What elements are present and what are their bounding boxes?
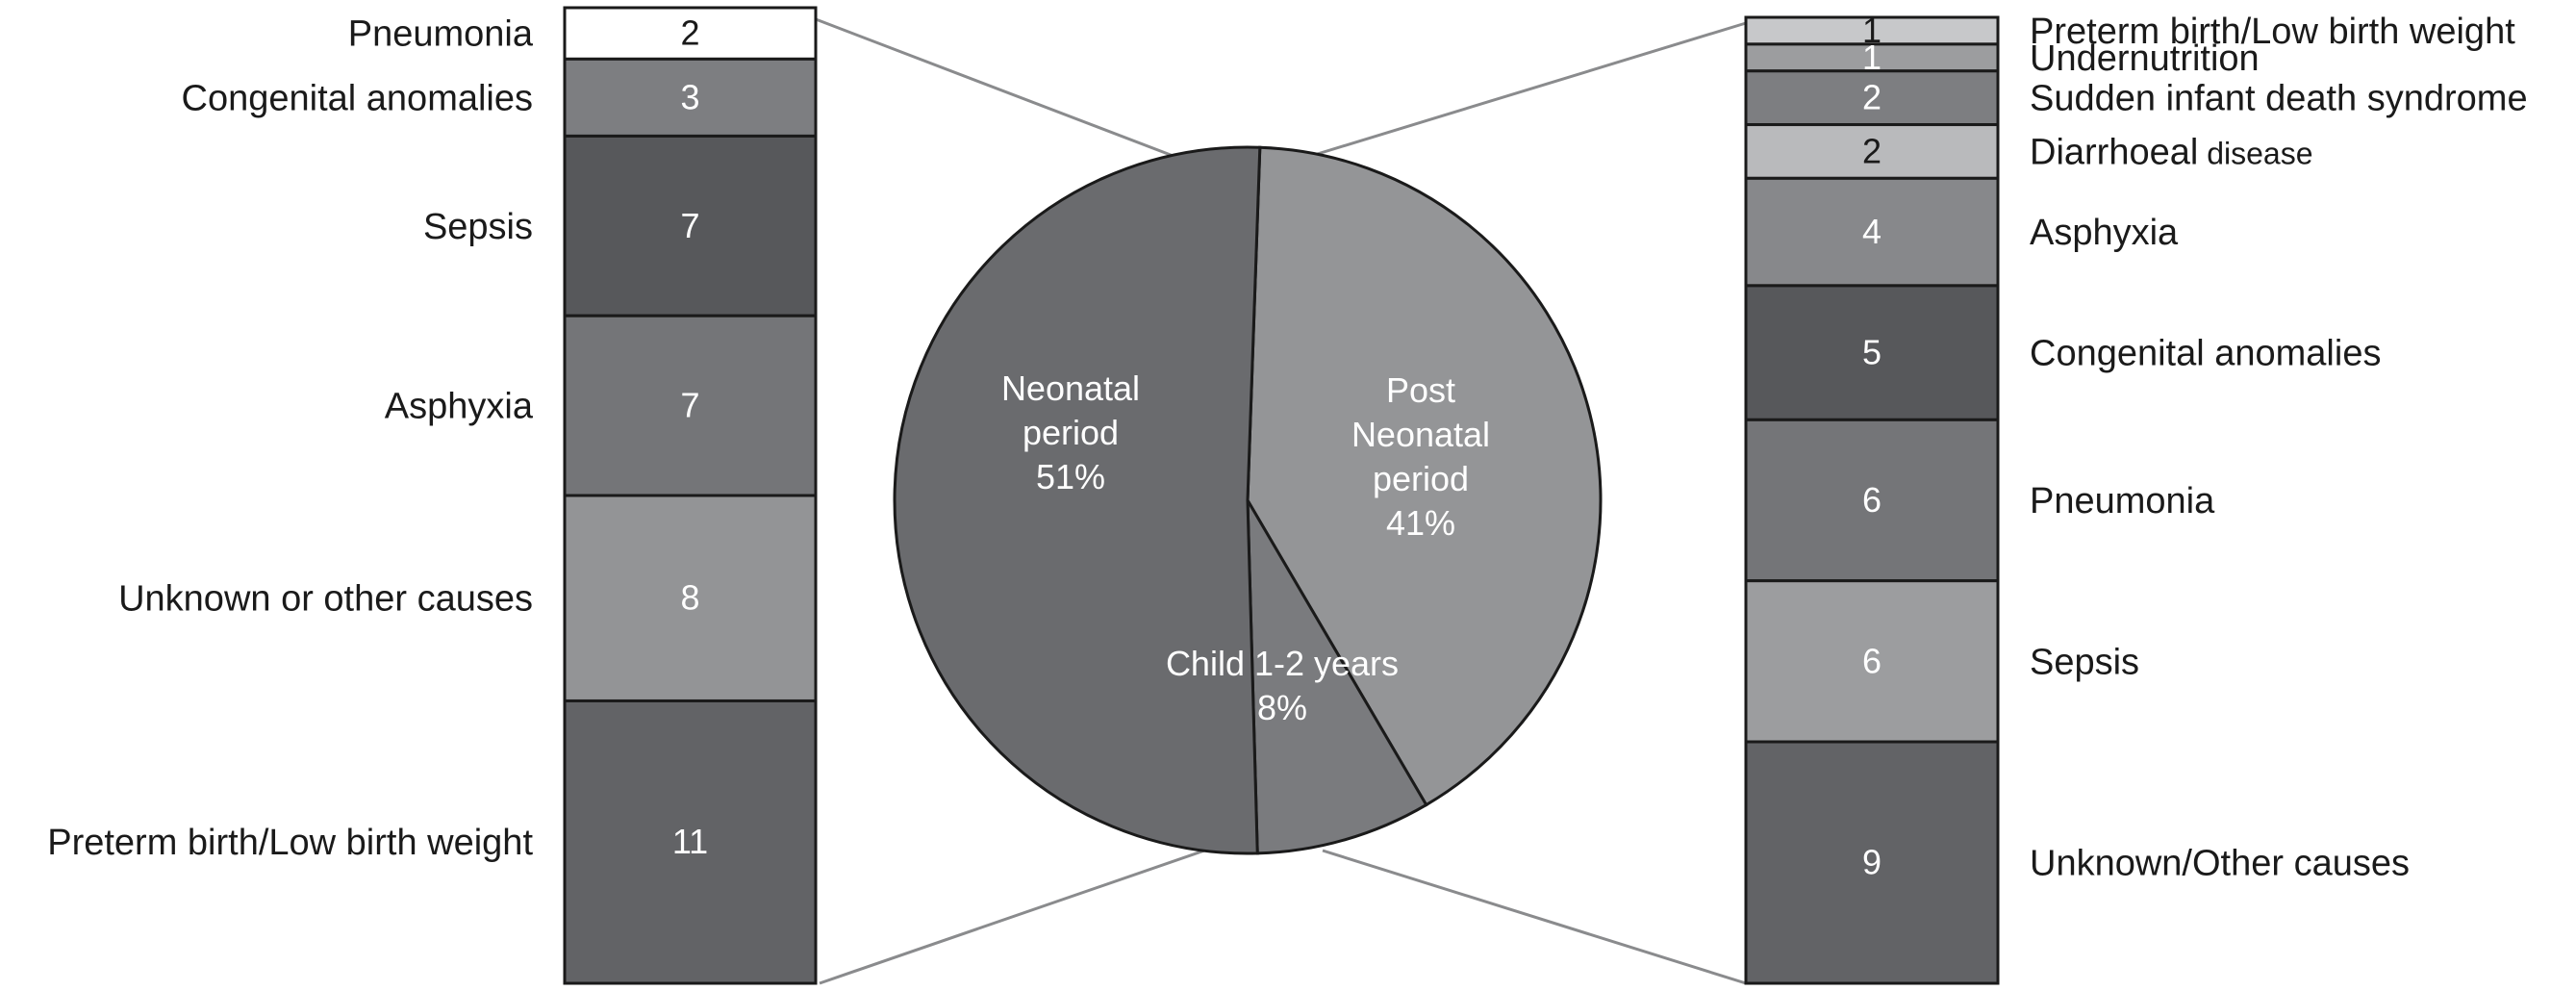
left-bar-label-4: Asphyxia <box>385 387 534 427</box>
connector-right-top <box>1298 21 1747 162</box>
pie: Post Neonatal period 41% Child 1-2 years 8% Ne… <box>893 145 1603 855</box>
pie-label-3: Child 1-2 years 8% <box>1166 644 1399 727</box>
pie-label-3-line-2: 8% <box>1257 688 1307 727</box>
left-bar-value-5: 8 <box>680 578 699 618</box>
pie-label-2-line-2: Neonatal <box>1351 415 1490 454</box>
connector-right-bottom <box>1322 849 1747 985</box>
right-bar-label-4: Diarrhoeal disease <box>2030 132 2313 172</box>
right-bar-value-1: 1 <box>1862 11 1881 50</box>
right-bar-value-5: 4 <box>1862 212 1881 251</box>
right-bar-label-7: Pneumonia <box>2030 481 2215 521</box>
right-bar-segment-7 <box>1744 418 2000 583</box>
right-bar-label-text-6: Congenital anomalies <box>2030 334 2381 374</box>
right-bar-label-8: Sepsis <box>2030 642 2139 682</box>
right-bar-value-2: 1 <box>1862 38 1881 77</box>
right-bar-label-text-5: Asphyxia <box>2030 213 2179 253</box>
right-bar-label-text-7: Pneumonia <box>2030 481 2215 521</box>
right-bar-segment-2 <box>1744 42 2000 73</box>
right-bar-label-text-2: Undernutrition <box>2030 38 2260 79</box>
pie-label-1-line-3: 51% <box>1036 457 1105 496</box>
right-bar-label-text-4: Diarrhoeal <box>2030 132 2198 172</box>
right-bar-segment-4 <box>1744 123 2000 180</box>
connector-lines <box>815 17 1747 985</box>
right-bar-segment-6 <box>1744 284 2000 421</box>
pie-label-2-line-4: 41% <box>1386 503 1455 543</box>
right-bar-value-9: 9 <box>1862 843 1881 882</box>
right-bar-value-8: 6 <box>1862 641 1881 680</box>
left-bar-value-2: 3 <box>680 77 699 116</box>
pie-label-2-line-1: Post <box>1386 370 1455 410</box>
left-bar-value-1: 2 <box>680 13 699 53</box>
right-stacked-bar: 1 Preterm birth/Low birth weight 1 Undernut… <box>1744 11 2528 985</box>
left-bar-segment-6 <box>563 699 818 985</box>
pie-label-3-line-1: Child 1-2 years <box>1166 644 1399 683</box>
pie-slice-3 <box>1246 499 1428 855</box>
pie-slice-1 <box>893 145 1262 855</box>
pie-label-1-line-1: Neonatal <box>1001 368 1140 408</box>
left-bar-label-5: Unknown or other causes <box>118 579 533 620</box>
right-bar-label-2: Undernutrition <box>2030 38 2260 79</box>
right-bar-value-4: 2 <box>1862 131 1881 170</box>
left-bar-label-3: Sepsis <box>423 207 533 247</box>
connector-left-bottom <box>819 847 1211 985</box>
left-bar-segment-1 <box>563 6 818 61</box>
left-stacked-bar: 2 Pneumonia 3 Congenital anomalies 7 Sepsis 7 A… <box>47 6 818 985</box>
left-bar-segment-3 <box>563 134 818 318</box>
right-bar-value-7: 6 <box>1862 480 1881 520</box>
right-bar-label-5: Asphyxia <box>2030 213 2179 253</box>
right-bar-value-3: 2 <box>1862 78 1881 117</box>
left-bar-label-1: Pneumonia <box>348 14 534 55</box>
left-bar-segment-5 <box>563 494 818 702</box>
right-bar-value-6: 5 <box>1862 333 1881 372</box>
pie-label-2: Post Neonatal period 41% <box>1351 370 1490 543</box>
right-bar-segment-5 <box>1744 176 2000 288</box>
right-bar-label-text-8: Sepsis <box>2030 642 2139 682</box>
right-bar-label-text-3: Sudden infant death syndrome <box>2030 79 2528 119</box>
right-bar-label-text-9: Unknown/Other causes <box>2030 844 2410 884</box>
right-bar-segment-9 <box>1744 740 2000 985</box>
right-bar-label-text-1: Preterm birth/Low birth weight <box>2030 12 2515 52</box>
pie-label-2-line-3: period <box>1373 459 1469 498</box>
left-bar-value-6: 11 <box>672 822 708 861</box>
pie-label-1: Neonatal period 51% <box>1001 368 1140 496</box>
right-bar-segment-3 <box>1744 69 2000 127</box>
right-bar-label-6: Congenital anomalies <box>2030 334 2381 374</box>
right-bar-label-3: Sudden infant death syndrome <box>2030 79 2528 119</box>
left-bar-segment-4 <box>563 314 818 497</box>
left-bar-label-6: Preterm birth/Low birth weight <box>47 823 533 863</box>
connector-left-top <box>815 17 1184 162</box>
right-bar-label-1: Preterm birth/Low birth weight <box>2030 12 2515 52</box>
right-bar-label-9: Unknown/Other causes <box>2030 844 2410 884</box>
pie-label-1-line-2: period <box>1023 413 1119 452</box>
left-bar-value-3: 7 <box>680 206 699 245</box>
left-bar-value-4: 7 <box>680 386 699 425</box>
right-bar-label-small-4: disease <box>2198 136 2312 170</box>
left-bar-label-2: Congenital anomalies <box>182 78 533 118</box>
pie-slice-2 <box>1246 145 1603 807</box>
